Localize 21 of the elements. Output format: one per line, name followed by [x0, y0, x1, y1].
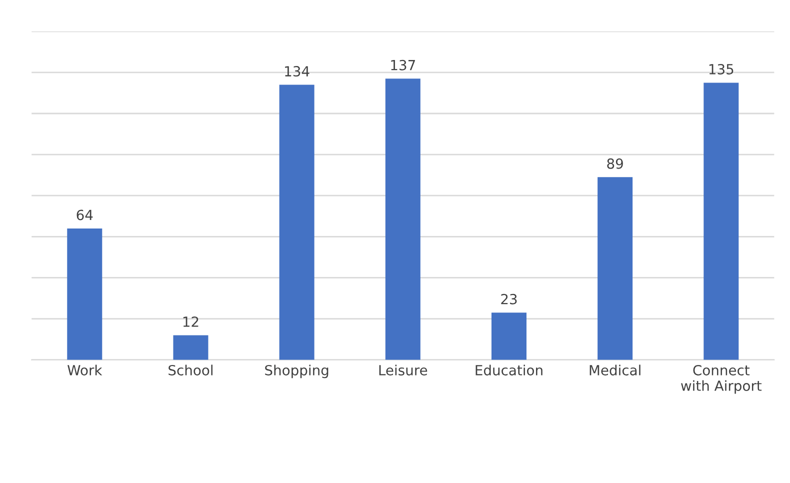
bar: [385, 78, 420, 360]
x-tick-label: Leisure: [379, 364, 428, 376]
bar: [704, 82, 739, 360]
x-tick-label: Work: [68, 364, 102, 376]
data-label: 135: [709, 64, 734, 74]
x-tick-label: Education: [476, 364, 542, 376]
data-label: 23: [501, 294, 517, 304]
x-tick-label: School: [168, 364, 212, 376]
bar: [173, 335, 208, 360]
data-label: 137: [391, 60, 415, 70]
data-label: 12: [183, 316, 198, 327]
bar: [491, 312, 526, 360]
data-label: 64: [76, 210, 93, 220]
bar: [67, 228, 102, 360]
x-tick-label: Connect with Airport: [681, 364, 762, 394]
data-label: 89: [607, 158, 623, 169]
x-tick-label: Medical: [590, 364, 640, 376]
bar: [598, 177, 633, 360]
bar: [279, 84, 314, 360]
x-tick-label: Shopping: [265, 364, 328, 378]
data-label: 134: [285, 66, 310, 77]
